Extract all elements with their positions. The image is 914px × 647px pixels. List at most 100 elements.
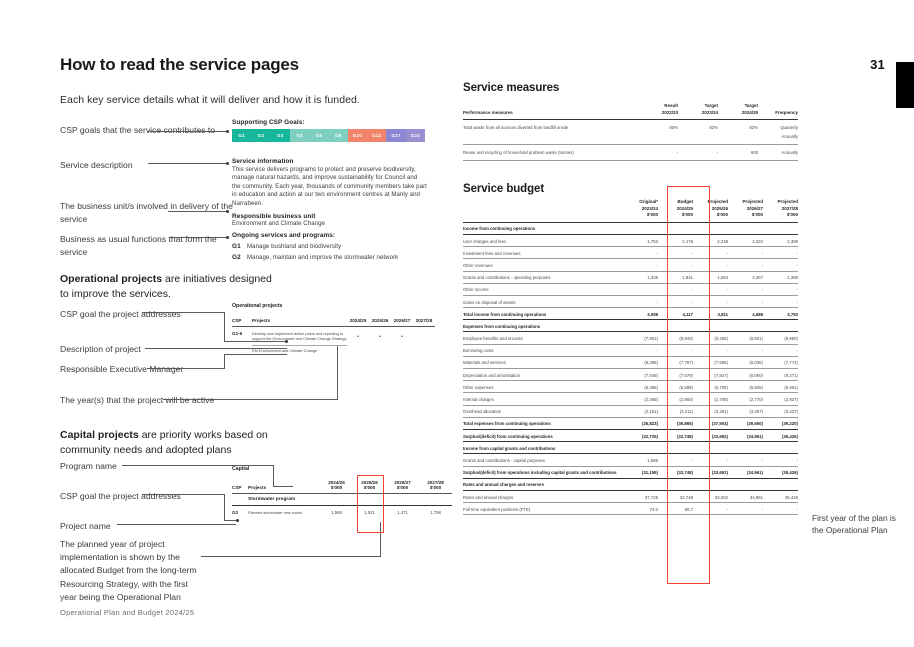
sb-col-header-name: Projected bbox=[742, 199, 763, 204]
sb-row-label: Income from continuing operations bbox=[463, 222, 623, 235]
leader-line-bau-functions bbox=[169, 237, 228, 238]
sb-row-label: Surplus/(deficit) from continuing operat… bbox=[463, 429, 623, 443]
sb-col-header-year: 2026/27 bbox=[746, 205, 763, 211]
sb-value-cell: - bbox=[658, 295, 693, 309]
sb-value-cell: 1,566 bbox=[623, 453, 658, 467]
sb-value-cell bbox=[763, 319, 798, 333]
sb-col-header-units: $'000 bbox=[786, 212, 798, 218]
sb-value-cell: (39,220) bbox=[763, 417, 798, 430]
sb-value-cell: 33,692 bbox=[693, 490, 728, 504]
sb-value-cell: - bbox=[728, 295, 763, 309]
leader-elbow-op-csp-goal bbox=[224, 312, 225, 342]
sm-col-header-line1: Target bbox=[744, 103, 758, 108]
sb-value-cell: 2,176 bbox=[658, 234, 693, 248]
cap-col-year: 2025/26 bbox=[361, 480, 378, 485]
table-header-row: Performance measures Result 2022/23 Target 2… bbox=[463, 103, 798, 121]
cap-col-year: 2026/27 bbox=[394, 480, 411, 485]
leader-line-op-csp-goal bbox=[142, 312, 225, 313]
capital-projects-bold: Capital projects bbox=[60, 429, 139, 441]
supporting-csp-goals-label: Supporting CSP Goals: bbox=[232, 119, 305, 126]
leader-dot bbox=[226, 210, 229, 213]
sm-value-cell: 82% bbox=[678, 119, 718, 146]
cap-program-name: Stormwater program bbox=[232, 493, 452, 506]
op-csp-cell: G1-6 bbox=[232, 331, 243, 336]
leader-line-service-description bbox=[148, 163, 228, 164]
sb-value-cell: (9,265) bbox=[693, 331, 728, 345]
sb-col-header-name: Projected bbox=[707, 199, 728, 204]
sb-value-cell: 2,399 bbox=[763, 234, 798, 248]
sb-value-cell: (32,748) bbox=[658, 429, 693, 443]
sb-row-label: Investment fees and revenues bbox=[463, 246, 623, 260]
sb-value-cell: 3,811 bbox=[693, 307, 728, 321]
csp-goal-chip-g10: G10 bbox=[347, 129, 368, 142]
ongoing-service-text: Manage bushland and biodiversity bbox=[247, 243, 342, 250]
sb-row-label: Depreciation and amortisation bbox=[463, 368, 623, 382]
responsible-unit-label: Responsible business unit bbox=[232, 213, 316, 221]
sb-value-cell: 80.7 bbox=[658, 502, 693, 516]
sb-value-cell: - bbox=[693, 502, 728, 516]
sb-value-cell: (37,504) bbox=[693, 417, 728, 430]
annotation-csp-goals: CSP goals that the service contributes t… bbox=[60, 125, 216, 135]
sm-col-header: Result 2022/23 bbox=[638, 103, 678, 121]
operational-projects-table: Operational projects CSP Projects 2024/25 2… bbox=[232, 303, 435, 354]
annotation-service-description: Service description bbox=[60, 160, 133, 170]
leader-elbow-op-responsible bbox=[224, 354, 225, 369]
table-row: Income from capital grants and contribut… bbox=[463, 441, 798, 455]
sb-value-cell: 1,395 bbox=[763, 271, 798, 284]
sb-value-cell: (35,426) bbox=[763, 429, 798, 443]
sb-value-cell: (7,595) bbox=[693, 356, 728, 370]
sb-value-cell: 1,564 bbox=[693, 271, 728, 284]
leader-line-business-units bbox=[168, 211, 228, 212]
ongoing-services-list: G1 Manage bushland and biodiversity G2 Mana… bbox=[232, 243, 427, 263]
op-year-marker: • bbox=[401, 334, 403, 340]
sb-value-cell: (33,692) bbox=[693, 429, 728, 443]
sb-value-cell bbox=[728, 441, 763, 455]
sb-value-cell: 37,725 bbox=[623, 490, 658, 504]
op-year-marker bbox=[413, 327, 435, 354]
csp-goal-chip-g17: G17 bbox=[386, 129, 406, 142]
annotation-right-note: First year of the plan is the Operationa… bbox=[812, 513, 896, 536]
sb-value-cell: (34,961) bbox=[728, 466, 763, 479]
sb-value-cell: - bbox=[623, 344, 658, 357]
sb-value-cell: - bbox=[693, 258, 728, 272]
table-row: Income from continuing operations bbox=[463, 222, 798, 235]
leader-line-cap-planned-year bbox=[201, 556, 381, 557]
cap-program-row: Stormwater program bbox=[232, 493, 452, 506]
sb-row-label: Grants and contributions - operating pur… bbox=[463, 271, 623, 284]
sb-value-cell: - bbox=[658, 453, 693, 467]
sb-value-cell bbox=[763, 441, 798, 455]
sb-col-header-year: 2024/25 bbox=[676, 205, 693, 211]
leader-line-op-responsible bbox=[147, 368, 224, 369]
sb-value-cell: (35,823) bbox=[623, 417, 658, 430]
leader-line-op-years bbox=[163, 399, 338, 400]
sb-value-cell: - bbox=[763, 344, 798, 357]
sb-value-cell: 4,688 bbox=[728, 307, 763, 321]
sm-col-header-line2: 2024/25 bbox=[741, 109, 758, 115]
sb-value-cell: - bbox=[658, 258, 693, 272]
cap-col-units: $'000 bbox=[396, 485, 409, 490]
sb-value-cell bbox=[693, 478, 728, 491]
op-responsible-manager: EM Environment and Climate Change bbox=[252, 345, 347, 353]
service-budget-heading: Service budget bbox=[463, 183, 545, 195]
csp-goal-bar: G1 G2 G3 G4 G5 G6 G10 G12 G17 G22 bbox=[232, 129, 425, 142]
cap-col-year: 2024/25 bbox=[328, 480, 345, 485]
ongoing-service-text: Manage, maintain and improve the stormwa… bbox=[247, 254, 399, 262]
sb-value-cell: (6,466) bbox=[623, 380, 658, 394]
sb-value-cell bbox=[693, 222, 728, 235]
csp-goal-chip-g2: G2 bbox=[251, 129, 271, 142]
sb-row-label: Internal charges bbox=[463, 392, 623, 406]
sb-value-cell: - bbox=[623, 295, 658, 309]
leader-line-csp-goals bbox=[148, 131, 228, 132]
op-project-cell: Develop and implement action plans and r… bbox=[252, 327, 347, 354]
table-header-row: CSP Projects 2024/25 2025/26 2026/27 2027/28 bbox=[232, 318, 435, 327]
op-project-description: Develop and implement action plans and r… bbox=[252, 331, 347, 342]
sb-value-cell: - bbox=[658, 246, 693, 260]
sb-col-header-year: 2023/24 bbox=[641, 205, 658, 211]
capital-projects-title: Capital bbox=[232, 466, 250, 472]
sm-col-header-line1: Result bbox=[664, 103, 678, 108]
capital-projects-table: Capital CSP Projects 2024/25 $'000 2025/26 $'… bbox=[232, 466, 452, 515]
footer-text: Operational Plan and Budget 2024/25 bbox=[60, 608, 195, 617]
leader-line-cap-project-name bbox=[117, 524, 236, 525]
sb-value-cell bbox=[763, 478, 798, 491]
table-row: G2 Planned stormwater new works 1,568 1,521… bbox=[232, 506, 452, 515]
